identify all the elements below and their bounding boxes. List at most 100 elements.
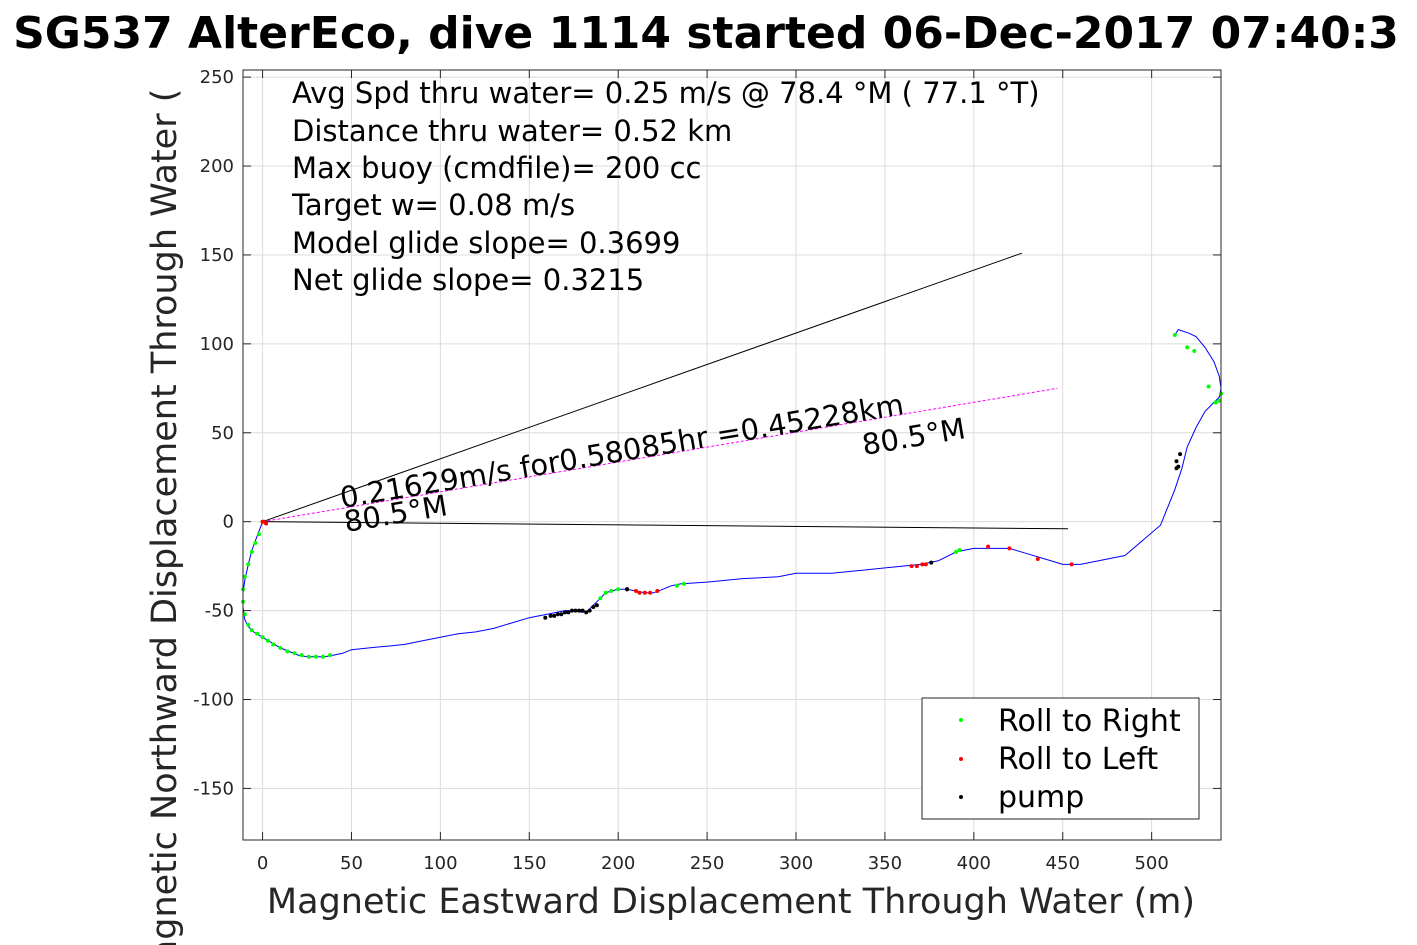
roll-left-point bbox=[914, 564, 919, 569]
roll-right-point bbox=[242, 612, 247, 617]
y-tick-label: 100 bbox=[200, 334, 234, 355]
track-markers bbox=[241, 333, 1223, 659]
pump-point bbox=[584, 610, 589, 615]
x-axis-label: Magnetic Eastward Displacement Through W… bbox=[267, 882, 1195, 922]
y-tick-label: -50 bbox=[205, 601, 234, 622]
plot-frame bbox=[242, 69, 1222, 841]
roll-right-point bbox=[603, 590, 608, 595]
roll-right-point bbox=[257, 532, 261, 537]
pump-point bbox=[543, 615, 548, 620]
pump-point bbox=[555, 612, 560, 617]
legend-marker-roll-right bbox=[959, 718, 963, 722]
pump-point bbox=[1178, 452, 1183, 457]
envelope-lower-line bbox=[262, 521, 1069, 530]
average-heading-line bbox=[262, 387, 1058, 523]
roll-right-point bbox=[260, 635, 265, 640]
roll-right-point bbox=[609, 589, 614, 593]
roll-right-point bbox=[321, 654, 325, 659]
axis-ticks: 0 50 100 150 200 250 300 350 400 450 500-150-100-5… bbox=[193, 67, 1221, 874]
roll-right-point bbox=[1217, 398, 1222, 403]
stats-line: Max buoy (cmdfile)= 200 cc bbox=[292, 151, 701, 185]
x-tick-label: 50 bbox=[340, 853, 363, 874]
x-tick-label: 250 bbox=[690, 853, 724, 874]
x-tick-label: 450 bbox=[1046, 853, 1080, 874]
y-tick-label: 150 bbox=[200, 245, 234, 266]
stats-line: Net glide slope= 0.3215 bbox=[292, 263, 644, 297]
roll-left-point bbox=[634, 589, 638, 593]
roll-right-point bbox=[253, 541, 258, 545]
roll-right-point bbox=[306, 654, 311, 659]
x-tick-label: 400 bbox=[957, 853, 991, 874]
stats-line: Model glide slope= 0.3699 bbox=[292, 226, 680, 260]
roll-right-point bbox=[674, 583, 679, 588]
pump-point bbox=[566, 610, 571, 615]
roll-right-point bbox=[246, 622, 251, 627]
roll-right-point bbox=[1213, 400, 1218, 405]
y-tick-label: 250 bbox=[200, 67, 234, 88]
roll-left-point bbox=[920, 562, 925, 567]
pump-point bbox=[929, 560, 934, 565]
x-tick-label: 200 bbox=[601, 853, 635, 874]
x-tick-label: 0 bbox=[257, 853, 268, 874]
roll-right-point bbox=[299, 653, 304, 658]
pump-point bbox=[570, 608, 574, 613]
y-tick-label: -100 bbox=[193, 690, 234, 711]
y-tick-label: 0 bbox=[223, 512, 234, 533]
roll-left-point bbox=[655, 589, 660, 593]
pump-point bbox=[552, 613, 557, 618]
roll-right-point bbox=[954, 549, 959, 554]
legend-label-pump: pump bbox=[998, 780, 1084, 815]
stats-line: Target w= 0.08 m/s bbox=[291, 188, 575, 222]
roll-right-point bbox=[1172, 333, 1177, 337]
roll-right-point bbox=[265, 638, 270, 643]
roll-right-point bbox=[957, 548, 962, 553]
stats-line: Avg Spd thru water= 0.25 m/s @ 78.4 °M (… bbox=[292, 76, 1040, 110]
roll-right-point bbox=[249, 549, 254, 554]
pump-point bbox=[587, 608, 592, 613]
envelope-upper-line bbox=[262, 252, 1023, 523]
x-tick-label: 100 bbox=[423, 853, 457, 874]
x-tick-label: 350 bbox=[868, 853, 902, 874]
roll-left-point bbox=[1007, 546, 1012, 551]
grid bbox=[243, 70, 1221, 840]
roll-left-point bbox=[648, 590, 653, 595]
legend-marker-pump bbox=[959, 795, 963, 799]
pump-point bbox=[548, 613, 553, 618]
x-tick-label: 500 bbox=[1134, 853, 1168, 874]
pump-point bbox=[577, 608, 582, 613]
roll-right-point bbox=[246, 562, 251, 567]
legend-marker-roll-left bbox=[959, 757, 963, 761]
pump-point bbox=[591, 605, 596, 609]
y-tick-label: 50 bbox=[211, 423, 234, 444]
pump-point bbox=[1174, 459, 1179, 464]
roll-left-point bbox=[1069, 562, 1074, 567]
roll-right-point bbox=[285, 649, 290, 654]
roll-right-point bbox=[242, 574, 247, 579]
x-tick-label: 150 bbox=[512, 853, 546, 874]
roll-left-point bbox=[1035, 557, 1040, 561]
roll-left-point bbox=[642, 590, 647, 595]
roll-left-point bbox=[909, 564, 914, 569]
roll-right-point bbox=[255, 631, 260, 636]
pump-point bbox=[559, 612, 564, 617]
roll-right-point bbox=[616, 587, 621, 592]
roll-right-point bbox=[598, 596, 603, 601]
roll-right-point bbox=[328, 653, 333, 658]
x-tick-label: 300 bbox=[779, 853, 813, 874]
roll-left-point bbox=[986, 544, 991, 549]
stats-block: Avg Spd thru water= 0.25 m/s @ 78.4 °M (… bbox=[291, 76, 1040, 297]
y-tick-label: 200 bbox=[200, 156, 234, 177]
roll-right-point bbox=[1206, 384, 1211, 389]
roll-right-point bbox=[292, 651, 297, 656]
chart-title: SG537 AlterEco, dive 1114 started 06-Dec… bbox=[13, 8, 1399, 59]
legend-box bbox=[921, 697, 1200, 820]
roll-left-point bbox=[264, 521, 269, 526]
pump-point bbox=[562, 610, 567, 615]
roll-left-point bbox=[637, 590, 642, 595]
y-axis-label: Magnetic Northward Displacement Through … bbox=[145, 89, 185, 945]
pump-point bbox=[625, 587, 630, 592]
stats-line: Distance thru water= 0.52 km bbox=[292, 114, 732, 148]
roll-right-point bbox=[271, 642, 276, 647]
roll-left-point bbox=[923, 562, 928, 567]
